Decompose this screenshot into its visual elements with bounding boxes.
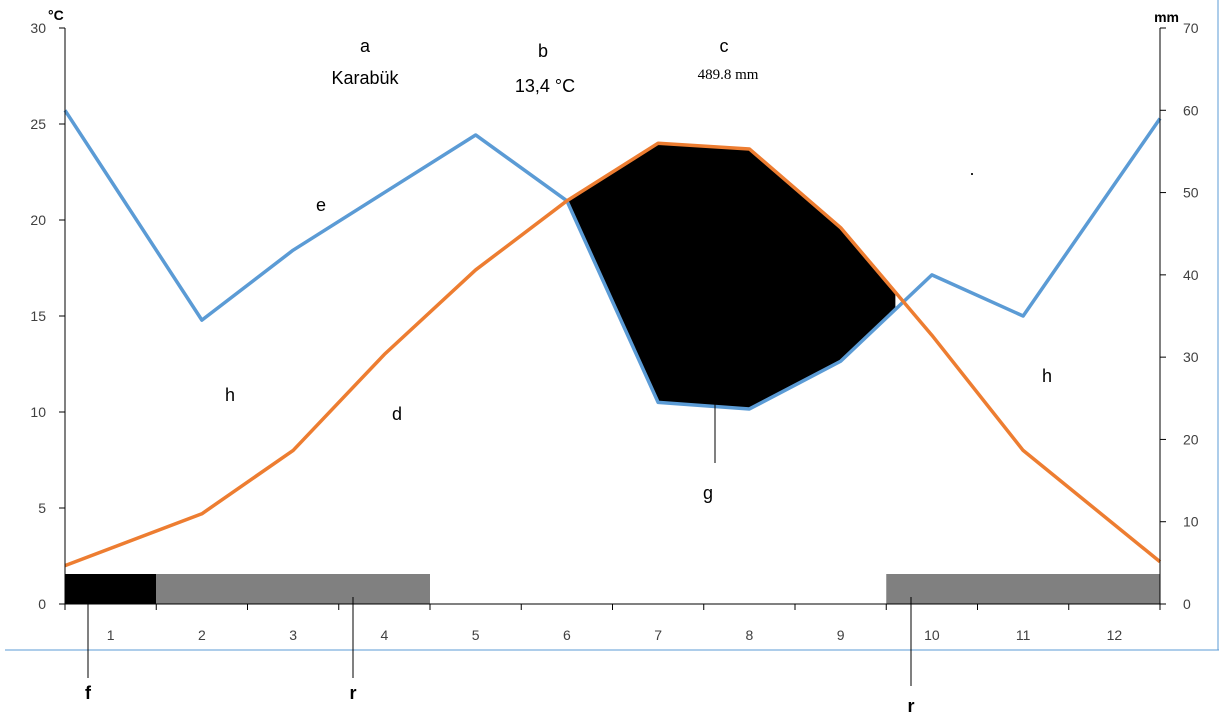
- right-tick-label: 40: [1183, 267, 1199, 283]
- left-tick-label: 5: [38, 500, 46, 516]
- left-tick-label: 25: [30, 116, 46, 132]
- x-tick-label: 10: [924, 627, 940, 643]
- x-tick-label: 1: [107, 627, 115, 643]
- mean-temperature: 13,4 °C: [515, 76, 575, 96]
- total-precipitation: 489.8 mm: [698, 67, 759, 83]
- left-axis-unit: °C: [48, 7, 64, 23]
- x-tick-label: 4: [380, 627, 388, 643]
- right-axis-unit: mm: [1154, 9, 1179, 25]
- arid-area: [566, 143, 896, 409]
- label-a: a: [360, 36, 371, 56]
- left-tick-label: 0: [38, 596, 46, 612]
- x-tick-label: 12: [1107, 627, 1123, 643]
- label-c: c: [720, 36, 729, 56]
- x-tick-label: 2: [198, 627, 206, 643]
- label-b: b: [538, 41, 548, 61]
- x-tick-label: 3: [289, 627, 297, 643]
- chart-frame: [5, 0, 1219, 651]
- right-tick-label: 30: [1183, 349, 1199, 365]
- period-bars: [65, 574, 1160, 604]
- period-bar-3: [886, 574, 1160, 604]
- label-e: e: [316, 195, 326, 215]
- left-tick-label: 30: [30, 20, 46, 36]
- x-tick-label: 6: [563, 627, 571, 643]
- label-f: f: [85, 683, 92, 703]
- x-tick-label: 11: [1016, 627, 1031, 643]
- x-tick-label: 8: [745, 627, 753, 643]
- right-tick-label: 60: [1183, 102, 1199, 118]
- label-r-right: r: [907, 696, 914, 716]
- station-name: Karabük: [331, 68, 399, 88]
- right-tick-label: 0: [1183, 596, 1191, 612]
- right-tick-label: 10: [1183, 514, 1199, 530]
- right-tick-label: 70: [1183, 20, 1199, 36]
- precipitation-line: [63, 109, 1162, 411]
- temperature-line: [64, 141, 1162, 568]
- left-tick-label: 20: [30, 212, 46, 228]
- series-lines: [63, 109, 1162, 568]
- period-bar-1: [65, 574, 157, 604]
- leader-lines: [87, 368, 912, 686]
- period-bar-2: [156, 574, 430, 604]
- x-tick-label: 7: [654, 627, 662, 643]
- annotations: a Karabük b 13,4 °C c 489.8 mm e d g h h…: [85, 36, 1052, 716]
- label-g: g: [703, 483, 713, 503]
- right-tick-label: 20: [1183, 431, 1199, 447]
- label-h-right: h: [1042, 366, 1052, 386]
- label-r-left: r: [349, 683, 356, 703]
- label-h-left: h: [225, 385, 235, 405]
- arid-period-fill: [566, 143, 896, 409]
- x-tick-label: 9: [837, 627, 845, 643]
- x-tick-label: 5: [472, 627, 480, 643]
- label-d: d: [392, 404, 402, 424]
- left-tick-label: 10: [30, 404, 46, 420]
- label-dot: .: [969, 159, 974, 179]
- left-tick-label: 15: [30, 308, 46, 324]
- right-tick-label: 50: [1183, 185, 1199, 201]
